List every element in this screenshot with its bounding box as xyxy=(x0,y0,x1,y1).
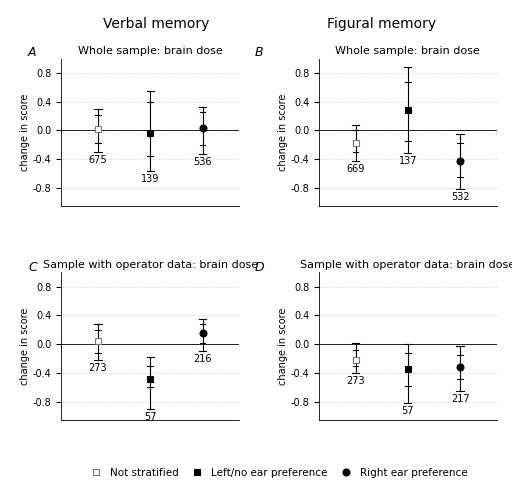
Text: Verbal memory: Verbal memory xyxy=(103,17,209,31)
Title: Whole sample: brain dose: Whole sample: brain dose xyxy=(335,46,480,57)
Y-axis label: change in score: change in score xyxy=(278,94,288,171)
Text: D: D xyxy=(254,261,264,274)
Text: 216: 216 xyxy=(193,354,212,364)
Text: 137: 137 xyxy=(398,156,417,166)
Text: 273: 273 xyxy=(89,363,108,373)
Title: Whole sample: brain dose: Whole sample: brain dose xyxy=(78,46,223,57)
Y-axis label: change in score: change in score xyxy=(20,94,30,171)
Legend: Not stratified, Left/no ear preference, Right ear preference: Not stratified, Left/no ear preference, … xyxy=(86,468,467,478)
Text: 217: 217 xyxy=(451,394,470,404)
Text: 532: 532 xyxy=(451,192,470,203)
Text: 57: 57 xyxy=(144,412,157,422)
Text: 536: 536 xyxy=(193,157,212,167)
Y-axis label: change in score: change in score xyxy=(20,307,30,385)
Text: 675: 675 xyxy=(89,155,108,165)
Text: C: C xyxy=(28,261,37,274)
Text: A: A xyxy=(28,46,37,60)
Title: Sample with operator data: brain dose: Sample with operator data: brain dose xyxy=(42,260,258,270)
Text: 139: 139 xyxy=(141,174,159,183)
Text: 669: 669 xyxy=(347,163,365,174)
Text: B: B xyxy=(254,46,263,60)
Text: Figural memory: Figural memory xyxy=(327,17,436,31)
Y-axis label: change in score: change in score xyxy=(278,307,288,385)
Text: 57: 57 xyxy=(401,406,414,416)
Text: 273: 273 xyxy=(346,376,365,386)
Title: Sample with operator data: brain dose: Sample with operator data: brain dose xyxy=(300,260,512,270)
